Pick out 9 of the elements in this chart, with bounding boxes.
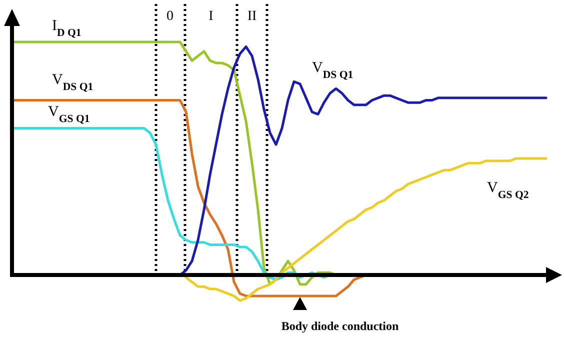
text: II xyxy=(247,9,257,24)
text: Body diode conduction xyxy=(281,319,399,333)
text: I xyxy=(208,9,214,24)
series-label: V$_{GS Q1}$ xyxy=(48,104,90,125)
text: 0 xyxy=(166,9,174,24)
series-label: V$_{DS Q1}$ xyxy=(52,72,94,93)
series-label: I$_{D Q1}$ xyxy=(52,18,82,39)
series-label: V$_{DS Q1}$ xyxy=(312,60,354,81)
series-label: V$_{GS Q2}$ xyxy=(487,180,529,201)
